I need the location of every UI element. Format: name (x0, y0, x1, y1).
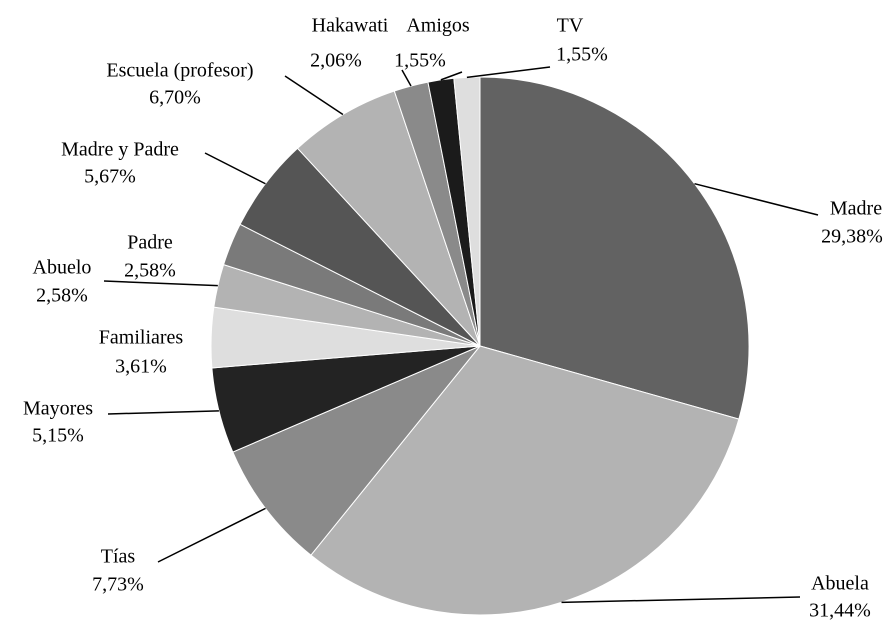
slice-value-label: 6,70% (149, 87, 201, 109)
slice-label: Mayores (23, 398, 93, 420)
slice-label: Abuelo (33, 257, 92, 279)
slice-value-label: 2,06% (310, 50, 362, 72)
slice-value-label: 2,58% (36, 285, 88, 307)
leader-line (107, 410, 219, 415)
pie-slice (310, 345, 740, 616)
pie-slice (479, 76, 750, 420)
slice-value-label: 29,38% (821, 226, 883, 248)
slice-value-label: 31,44% (809, 600, 871, 622)
leader-line (466, 66, 551, 79)
slice-label: Tías (101, 546, 136, 568)
slice-label: Madre (830, 198, 882, 220)
leader-line (694, 182, 819, 216)
leader-line (284, 75, 344, 116)
leader-line (204, 152, 266, 185)
leader-line (440, 71, 463, 81)
slice-value-label: 5,67% (84, 166, 136, 188)
slice-value-label: 5,15% (32, 425, 84, 447)
leader-line (103, 280, 218, 287)
slice-label: Hakawati (312, 15, 389, 37)
leader-line (561, 596, 801, 604)
pie-slice (296, 90, 481, 347)
pie-slice (232, 345, 481, 556)
slice-label: TV (557, 15, 584, 37)
slice-label: Madre y Padre (61, 139, 179, 161)
leader-line (401, 69, 412, 87)
leader-line (157, 507, 266, 563)
slice-value-label: 2,58% (124, 260, 176, 282)
slice-label: Abuela (811, 573, 869, 595)
slice-value-label: 1,55% (556, 44, 608, 66)
slice-label: Familiares (99, 327, 184, 349)
slice-label: Escuela (profesor) (106, 60, 253, 82)
slice-label: Padre (127, 232, 173, 254)
slice-value-label: 1,55% (394, 50, 446, 72)
slice-label: Amigos (406, 15, 470, 37)
slice-value-label: 3,61% (115, 356, 167, 378)
slice-value-label: 7,73% (92, 574, 144, 596)
